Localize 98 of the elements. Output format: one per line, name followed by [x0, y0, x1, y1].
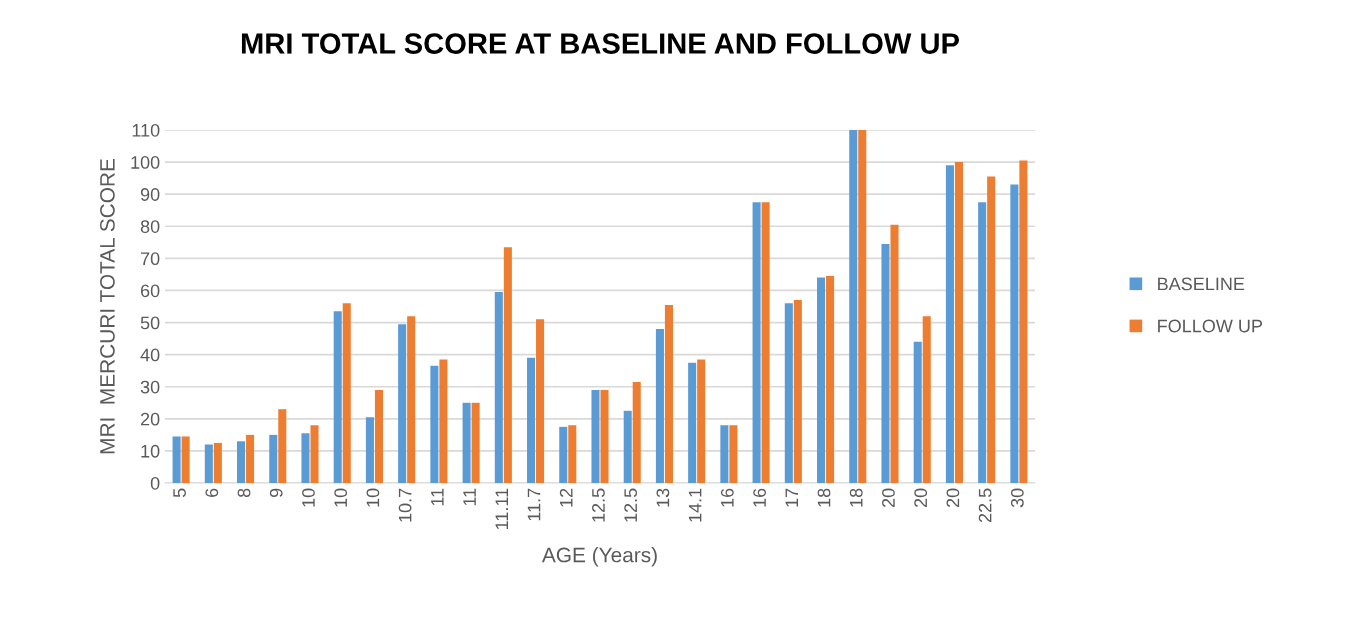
bar [978, 202, 987, 483]
legend-label: BASELINE [1158, 277, 1245, 291]
bar [600, 389, 609, 483]
x-tick-label: 6 [205, 488, 219, 497]
x-tick-label: 12.5 [592, 488, 605, 522]
x-tick-label: 16 [753, 488, 766, 507]
bar [310, 425, 319, 483]
x-tick-label: 17 [785, 488, 798, 507]
chart-title: MRI TOTAL SCORE AT BASELINE AND FOLLOW UP [241, 33, 960, 54]
x-tick-label: 5 [173, 488, 186, 498]
x-tick-label: 9 [269, 488, 283, 498]
bar [1010, 184, 1019, 483]
x-tick-label: 20 [946, 488, 960, 508]
x-tick-label: 20 [882, 488, 895, 508]
y-tick-label: 60 [140, 284, 160, 298]
bar [849, 130, 858, 483]
x-tick-label: 11.11 [495, 488, 508, 529]
x-tick-label: 11 [431, 488, 444, 506]
x-tick-label: 22.5 [978, 488, 992, 523]
bar [237, 441, 246, 483]
x-tick-label: 11 [463, 488, 476, 506]
x-tick-label: 18 [849, 488, 863, 507]
x-tick-label: 10 [302, 488, 315, 507]
bar [527, 357, 536, 483]
x-tick-label: 14.1 [688, 488, 702, 522]
y-tick-label: 20 [140, 412, 160, 426]
bar [858, 130, 867, 483]
bar [333, 311, 342, 483]
bar [503, 247, 512, 483]
bar [655, 328, 664, 483]
y-tick-label: 0 [150, 476, 160, 490]
bar [536, 319, 545, 483]
bar [881, 243, 890, 483]
bar [987, 176, 996, 483]
bar [913, 341, 922, 483]
bar [494, 292, 503, 483]
y-tick-label: 90 [140, 188, 160, 201]
x-tick-label: 13 [656, 488, 670, 507]
bar [664, 304, 673, 483]
x-tick-label: 20 [914, 488, 928, 508]
bar [922, 316, 931, 483]
bar [213, 442, 222, 483]
y-tick-label: 110 [132, 123, 160, 137]
x-tick-label: 10 [366, 488, 380, 507]
bar [430, 365, 439, 483]
y-tick-label: 70 [140, 252, 160, 266]
bar [752, 202, 761, 483]
bar [793, 300, 802, 483]
bar [172, 436, 181, 483]
bar [623, 410, 632, 483]
x-tick-label: 8 [237, 488, 251, 498]
bar [407, 316, 416, 483]
bar [246, 434, 255, 483]
bar [784, 303, 793, 483]
y-tick-label: 80 [140, 220, 160, 233]
x-tick-label: 11.7 [527, 488, 541, 521]
bar [365, 417, 374, 483]
bar [278, 409, 287, 483]
bar [945, 165, 954, 483]
y-tick-label: 40 [140, 348, 160, 362]
bar [817, 277, 826, 483]
x-tick-label: 10.7 [398, 488, 412, 522]
bar [342, 303, 351, 483]
bar [697, 359, 706, 483]
y-tick-label: 100 [131, 156, 160, 169]
bar [462, 402, 471, 483]
x-tick-label: 18 [817, 488, 831, 507]
x-tick-label: 12 [559, 488, 573, 507]
bar [301, 433, 310, 483]
bar [720, 425, 729, 483]
bar [954, 162, 963, 483]
bar [439, 359, 448, 483]
y-tick-label: 10 [141, 444, 160, 458]
y-axis-title: MRI MERCURI TOTAL SCORE [100, 159, 115, 454]
bar [890, 224, 899, 483]
x-axis-title: AGE (Years) [541, 547, 657, 567]
y-tick-label: 50 [140, 316, 160, 330]
bar [269, 434, 278, 483]
bar [761, 202, 770, 483]
x-tick-label: 10 [334, 488, 348, 507]
x-tick-label: 12.5 [624, 488, 638, 522]
bar [568, 425, 577, 483]
bar [181, 436, 190, 483]
x-tick-label: 30 [1010, 488, 1024, 508]
x-tick-label: 16 [720, 488, 734, 507]
bar [1019, 160, 1028, 483]
bar [826, 276, 835, 483]
bar [374, 389, 383, 483]
legend-label: FOLLOW UP [1158, 319, 1263, 333]
bar [471, 402, 480, 483]
bar [632, 381, 641, 483]
bar [688, 362, 697, 483]
bar [398, 324, 407, 483]
y-tick-label: 30 [140, 380, 160, 394]
bar [559, 426, 568, 483]
bar [204, 444, 213, 483]
bar [591, 389, 600, 483]
bar [729, 425, 738, 483]
